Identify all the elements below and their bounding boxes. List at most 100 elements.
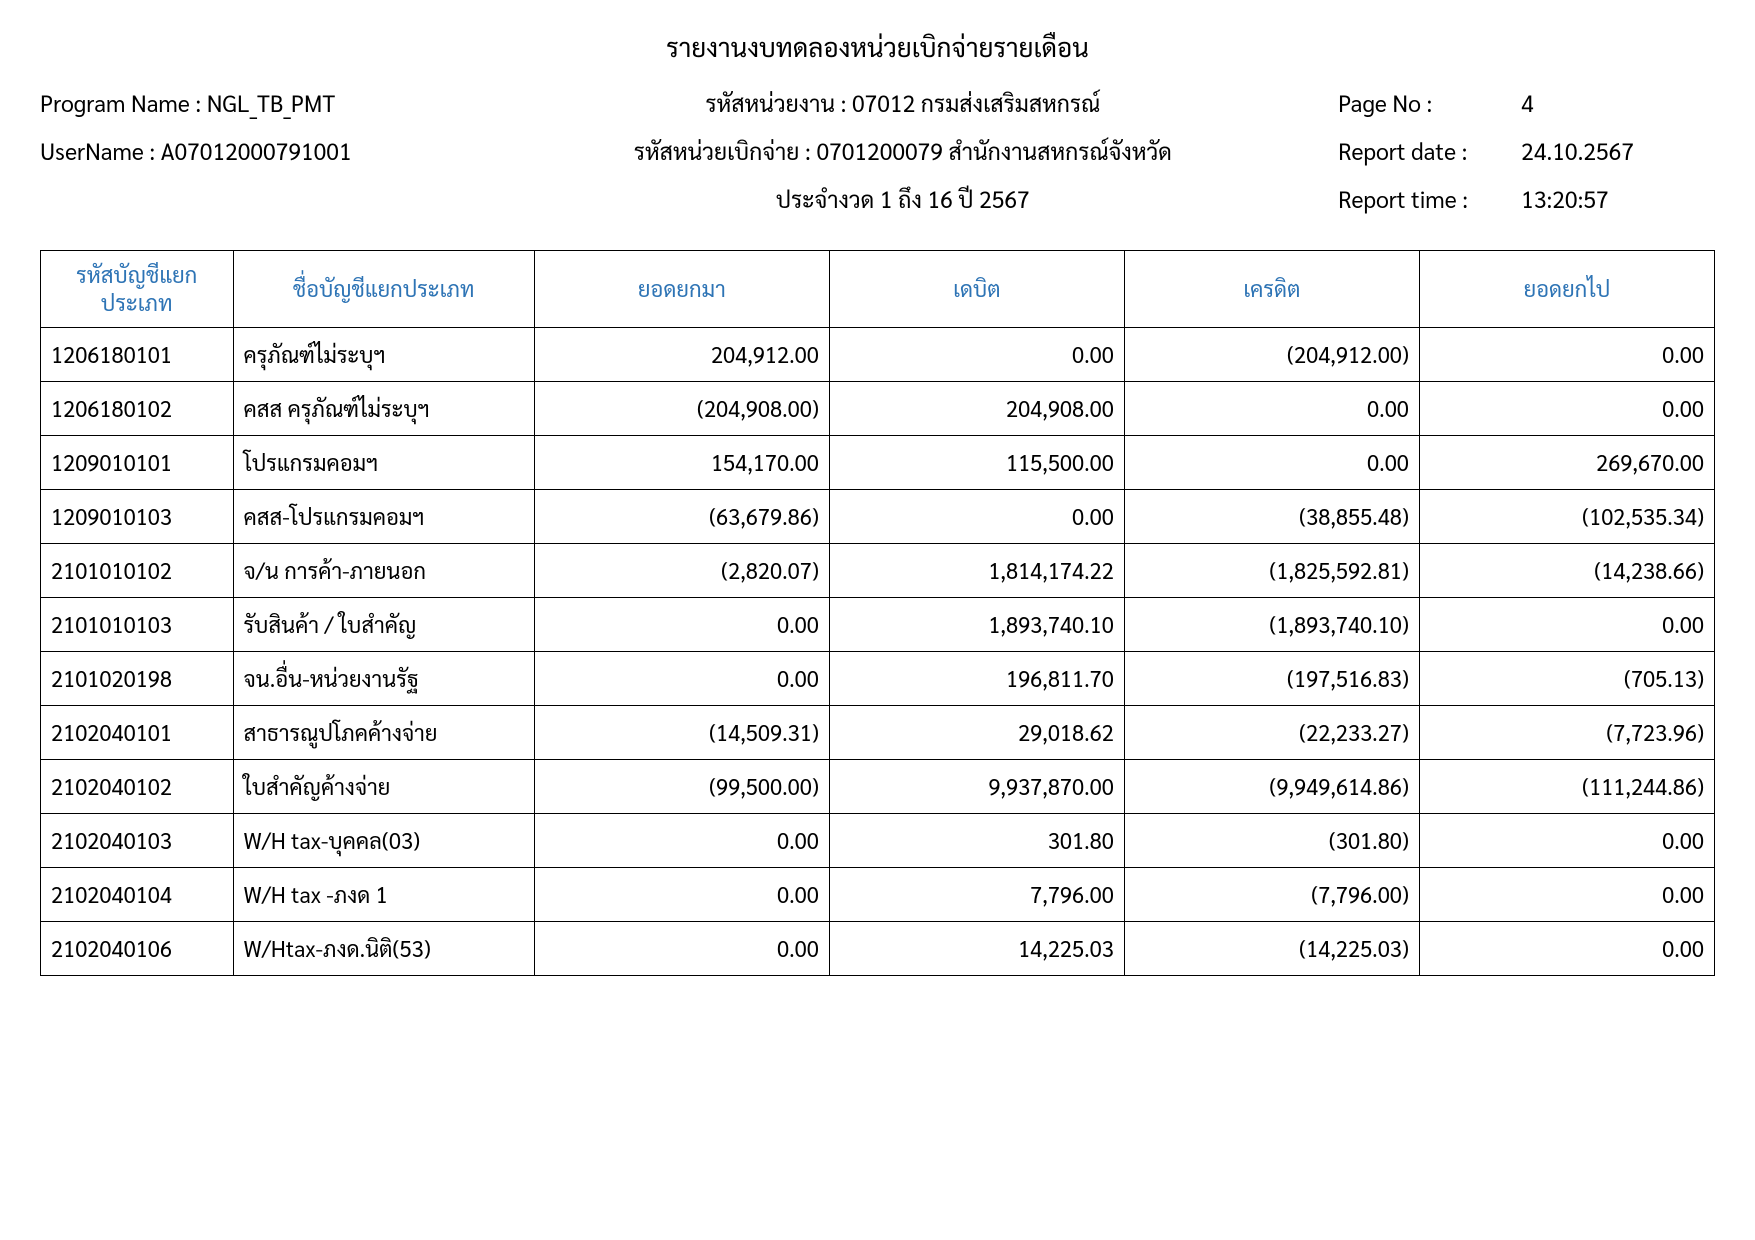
cell-account-code: 1209010103 bbox=[41, 490, 234, 544]
cell-debit: 204,908.00 bbox=[829, 382, 1124, 436]
table-head: รหัสบัญชีแยกประเภท ชื่อบัญชีแยกประเภท ยอ… bbox=[41, 251, 1715, 328]
cell-carry-forward: 0.00 bbox=[1419, 868, 1714, 922]
cell-brought-forward: 154,170.00 bbox=[534, 436, 829, 490]
cell-brought-forward: 204,912.00 bbox=[534, 328, 829, 382]
cell-credit: (1,825,592.81) bbox=[1124, 544, 1419, 598]
cell-credit: (197,516.83) bbox=[1124, 652, 1419, 706]
cell-credit: 0.00 bbox=[1124, 436, 1419, 490]
username: UserName : A07012000791001 bbox=[40, 136, 548, 166]
cell-brought-forward: (204,908.00) bbox=[534, 382, 829, 436]
cell-carry-forward: (705.13) bbox=[1419, 652, 1714, 706]
header-empty bbox=[40, 184, 548, 214]
cell-account-code: 1209010101 bbox=[41, 436, 234, 490]
report-time-value: 13:20:57 bbox=[1521, 184, 1609, 214]
cell-brought-forward: 0.00 bbox=[534, 868, 829, 922]
cell-credit: 0.00 bbox=[1124, 382, 1419, 436]
cell-carry-forward: (7,723.96) bbox=[1419, 706, 1714, 760]
report-time-label: Report time : bbox=[1338, 184, 1493, 214]
cell-debit: 29,018.62 bbox=[829, 706, 1124, 760]
cell-account-code: 2102040101 bbox=[41, 706, 234, 760]
page-no-block: Page No : 4 bbox=[1258, 88, 1715, 118]
report-time-block: Report time : 13:20:57 bbox=[1258, 184, 1715, 214]
table-header-row: รหัสบัญชีแยกประเภท ชื่อบัญชีแยกประเภท ยอ… bbox=[41, 251, 1715, 328]
th-carry-forward: ยอดยกไป bbox=[1419, 251, 1714, 328]
cell-account-code: 2102040106 bbox=[41, 922, 234, 976]
cell-credit: (1,893,740.10) bbox=[1124, 598, 1419, 652]
trial-balance-table: รหัสบัญชีแยกประเภท ชื่อบัญชีแยกประเภท ยอ… bbox=[40, 250, 1715, 976]
table-row: 2102040104W/H tax -ภงด 10.007,796.00(7,7… bbox=[41, 868, 1715, 922]
th-debit: เดบิต bbox=[829, 251, 1124, 328]
cell-debit: 7,796.00 bbox=[829, 868, 1124, 922]
cell-debit: 301.80 bbox=[829, 814, 1124, 868]
cell-account-name: จ/น การค้า-ภายนอก bbox=[233, 544, 534, 598]
agency-code: รหัสหน่วยงาน : 07012 กรมส่งเสริมสหกรณ์ bbox=[548, 88, 1259, 118]
cell-account-name: ใบสำคัญค้างจ่าย bbox=[233, 760, 534, 814]
cell-carry-forward: (14,238.66) bbox=[1419, 544, 1714, 598]
cell-carry-forward: 0.00 bbox=[1419, 598, 1714, 652]
report-title: รายงานงบทดลองหน่วยเบิกจ่ายรายเดือน bbox=[40, 30, 1715, 64]
cell-account-name: โปรแกรมคอมฯ bbox=[233, 436, 534, 490]
cell-account-code: 1206180101 bbox=[41, 328, 234, 382]
cell-brought-forward: (2,820.07) bbox=[534, 544, 829, 598]
page-no-value: 4 bbox=[1521, 88, 1534, 118]
cell-carry-forward: 0.00 bbox=[1419, 814, 1714, 868]
cell-credit: (204,912.00) bbox=[1124, 328, 1419, 382]
cell-brought-forward: 0.00 bbox=[534, 598, 829, 652]
cell-debit: 0.00 bbox=[829, 490, 1124, 544]
cell-brought-forward: (14,509.31) bbox=[534, 706, 829, 760]
cell-brought-forward: 0.00 bbox=[534, 652, 829, 706]
table-row: 2101010102จ/น การค้า-ภายนอก(2,820.07)1,8… bbox=[41, 544, 1715, 598]
table-row: 2102040106W/Htax-ภงด.นิติ(53)0.0014,225.… bbox=[41, 922, 1715, 976]
th-credit: เครดิต bbox=[1124, 251, 1419, 328]
report-date-label: Report date : bbox=[1338, 136, 1493, 166]
report-header: Program Name : NGL_TB_PMT รหัสหน่วยงาน :… bbox=[40, 88, 1715, 214]
cell-debit: 1,814,174.22 bbox=[829, 544, 1124, 598]
table-row: 2101010103รับสินค้า / ใบสำคัญ0.001,893,7… bbox=[41, 598, 1715, 652]
cell-credit: (301.80) bbox=[1124, 814, 1419, 868]
table-row: 2102040102ใบสำคัญค้างจ่าย(99,500.00)9,93… bbox=[41, 760, 1715, 814]
cell-credit: (9,949,614.86) bbox=[1124, 760, 1419, 814]
table-body: 1206180101ครุภัณฑ์ไม่ระบุฯ204,912.000.00… bbox=[41, 328, 1715, 976]
cell-carry-forward: 0.00 bbox=[1419, 382, 1714, 436]
cell-carry-forward: 0.00 bbox=[1419, 922, 1714, 976]
cell-debit: 14,225.03 bbox=[829, 922, 1124, 976]
cell-account-name: W/Htax-ภงด.นิติ(53) bbox=[233, 922, 534, 976]
cell-carry-forward: (111,244.86) bbox=[1419, 760, 1714, 814]
cell-credit: (22,233.27) bbox=[1124, 706, 1419, 760]
cell-account-code: 2102040104 bbox=[41, 868, 234, 922]
cell-carry-forward: 0.00 bbox=[1419, 328, 1714, 382]
cell-brought-forward: (99,500.00) bbox=[534, 760, 829, 814]
cell-brought-forward: 0.00 bbox=[534, 922, 829, 976]
cell-account-code: 2101010103 bbox=[41, 598, 234, 652]
table-row: 1206180102คสส ครุภัณฑ์ไม่ระบุฯ(204,908.0… bbox=[41, 382, 1715, 436]
cell-account-code: 2101010102 bbox=[41, 544, 234, 598]
cell-account-name: ครุภัณฑ์ไม่ระบุฯ bbox=[233, 328, 534, 382]
th-account-code: รหัสบัญชีแยกประเภท bbox=[41, 251, 234, 328]
cell-debit: 196,811.70 bbox=[829, 652, 1124, 706]
table-row: 2101020198จน.อื่น-หน่วยงานรัฐ0.00196,811… bbox=[41, 652, 1715, 706]
cell-debit: 0.00 bbox=[829, 328, 1124, 382]
cell-debit: 1,893,740.10 bbox=[829, 598, 1124, 652]
cell-account-name: สาธารณูปโภคค้างจ่าย bbox=[233, 706, 534, 760]
cell-debit: 9,937,870.00 bbox=[829, 760, 1124, 814]
cell-debit: 115,500.00 bbox=[829, 436, 1124, 490]
disburse-code: รหัสหน่วยเบิกจ่าย : 0701200079 สำนักงานส… bbox=[548, 136, 1259, 166]
cell-brought-forward: 0.00 bbox=[534, 814, 829, 868]
cell-credit: (14,225.03) bbox=[1124, 922, 1419, 976]
cell-credit: (7,796.00) bbox=[1124, 868, 1419, 922]
cell-carry-forward: (102,535.34) bbox=[1419, 490, 1714, 544]
report-date-block: Report date : 24.10.2567 bbox=[1258, 136, 1715, 166]
cell-account-name: รับสินค้า / ใบสำคัญ bbox=[233, 598, 534, 652]
cell-account-name: คสส ครุภัณฑ์ไม่ระบุฯ bbox=[233, 382, 534, 436]
table-row: 1209010103คสส-โปรแกรมคอมฯ(63,679.86)0.00… bbox=[41, 490, 1715, 544]
table-row: 2102040101สาธารณูปโภคค้างจ่าย(14,509.31)… bbox=[41, 706, 1715, 760]
report-page: รายงานงบทดลองหน่วยเบิกจ่ายรายเดือน Progr… bbox=[0, 0, 1755, 1016]
cell-account-name: W/H tax-บุคคล(03) bbox=[233, 814, 534, 868]
th-brought-forward: ยอดยกมา bbox=[534, 251, 829, 328]
cell-account-code: 2102040102 bbox=[41, 760, 234, 814]
period: ประจำงวด 1 ถึง 16 ปี 2567 bbox=[548, 184, 1259, 214]
cell-account-code: 1206180102 bbox=[41, 382, 234, 436]
page-no-label: Page No : bbox=[1338, 88, 1493, 118]
cell-account-name: คสส-โปรแกรมคอมฯ bbox=[233, 490, 534, 544]
report-date-value: 24.10.2567 bbox=[1521, 136, 1634, 166]
